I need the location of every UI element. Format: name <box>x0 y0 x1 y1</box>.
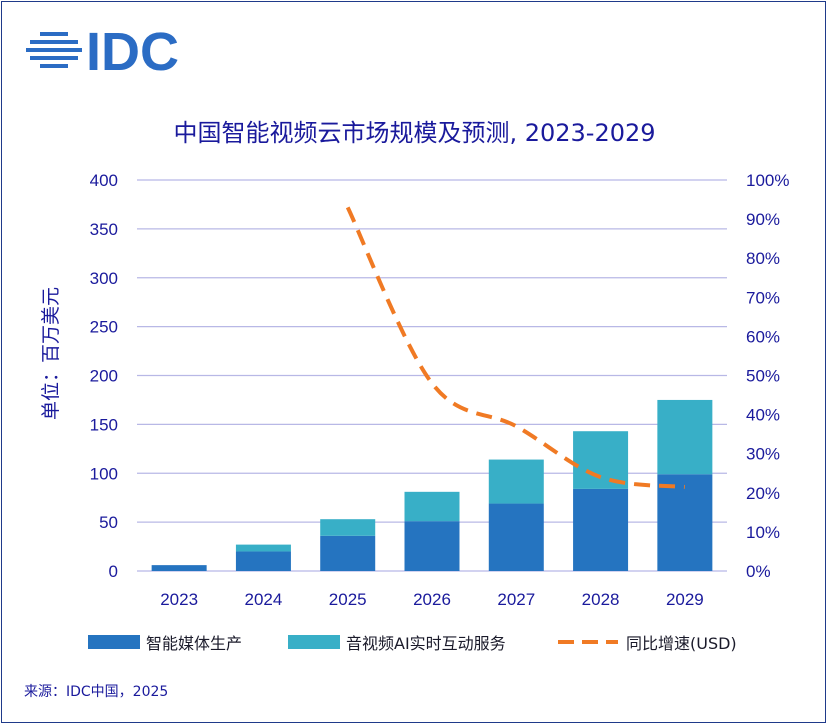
bar <box>404 521 460 571</box>
bar <box>657 399 713 475</box>
x-tick-label: 2029 <box>666 590 704 609</box>
y2-tick-label: 10% <box>746 523 780 542</box>
legend-item-media: 智能媒体生产 <box>88 630 242 654</box>
chart-title: 中国智能视频云市场规模及预测, 2023-2029 <box>173 119 656 147</box>
y-tick-label: 50 <box>99 513 118 532</box>
bar <box>151 565 207 571</box>
y2-tick-label: 60% <box>746 327 780 346</box>
bar <box>573 431 629 489</box>
x-tick-label: 2023 <box>160 590 198 609</box>
y2-tick-label: 0% <box>746 562 771 581</box>
bar <box>404 491 460 522</box>
y2-tick-label: 80% <box>746 249 780 268</box>
y-tick-label: 350 <box>90 220 118 239</box>
y-tick-label: 250 <box>90 318 118 337</box>
legend-swatch <box>88 635 140 649</box>
y2-tick-label: 30% <box>746 445 780 464</box>
bar <box>573 488 629 571</box>
legend-label: 智能媒体生产 <box>146 634 243 653</box>
globe-icon <box>26 32 82 68</box>
y2-tick-label: 70% <box>746 288 780 307</box>
source-note: 来源：IDC中国，2025 <box>24 684 169 700</box>
bar <box>235 544 291 552</box>
legend-dash <box>558 640 618 644</box>
bar <box>320 519 376 536</box>
bar <box>488 459 544 504</box>
y2-tick-label: 90% <box>746 210 780 229</box>
y2-tick-label: 20% <box>746 484 780 503</box>
y2-tick-label: 40% <box>746 406 780 425</box>
legend-swatch <box>288 635 340 649</box>
x-tick-label: 2027 <box>497 590 535 609</box>
x-tick-label: 2025 <box>329 590 367 609</box>
bar <box>235 551 291 571</box>
y-tick-label: 150 <box>90 415 118 434</box>
x-tick-label: 2028 <box>582 590 620 609</box>
svg-text:IDC: IDC <box>86 22 179 80</box>
idc-logo: IDC <box>26 22 179 80</box>
y2-tick-label: 100% <box>746 171 789 190</box>
y-tick-label: 200 <box>90 367 118 386</box>
y2-tick-label: 50% <box>746 367 780 386</box>
x-tick-label: 2024 <box>245 590 283 609</box>
legend-label: 同比增速(USD) <box>626 634 737 653</box>
legend-item-rtc: 音视频AI实时互动服务 <box>288 630 506 654</box>
x-tick-label: 2026 <box>413 590 451 609</box>
legend-label: 音视频AI实时互动服务 <box>346 634 506 653</box>
y-tick-label: 0 <box>109 562 118 581</box>
bar <box>657 474 713 571</box>
y-tick-label: 100 <box>90 464 118 483</box>
y-tick-label: 300 <box>90 269 118 288</box>
bar <box>488 503 544 571</box>
legend-item-growth: 同比增速(USD) <box>558 630 737 654</box>
y-tick-label: 400 <box>90 171 118 190</box>
legend: 智能媒体生产 音视频AI实时互动服务 同比增速(USD) <box>88 630 808 656</box>
growth-line <box>345 206 686 489</box>
bar <box>320 535 376 571</box>
